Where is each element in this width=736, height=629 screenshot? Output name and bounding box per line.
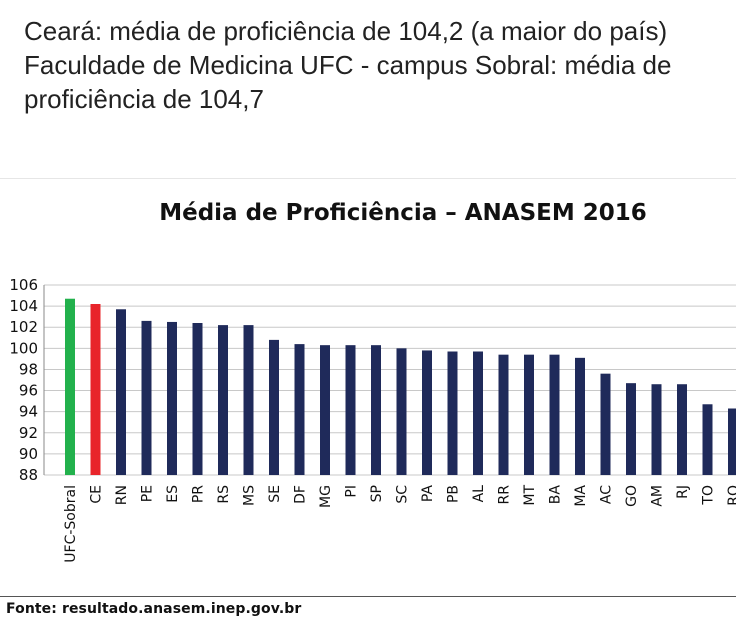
x-tick-label: RN	[114, 485, 130, 505]
bar-ac	[600, 373, 611, 475]
x-axis-ticks: UFC-Sobral CE RN PE ES PR RS MS SE DF MG PI SP SC PA PB…	[63, 485, 736, 563]
chart: Média de Proficiência – ANASEM 2016 88 90…	[9, 200, 736, 563]
x-tick-label: RO	[726, 485, 736, 506]
bar-am	[651, 384, 662, 475]
bar-ro	[728, 408, 736, 475]
bar-rr	[498, 354, 509, 475]
bar-pi	[345, 345, 356, 475]
bar-pb	[447, 351, 458, 475]
bar-ba	[549, 354, 560, 475]
x-tick-label: AL	[471, 485, 487, 503]
y-tick-label: 92	[19, 424, 38, 442]
x-tick-label: MS	[242, 485, 258, 506]
y-axis-ticks: 88 90 92 94 96 98 100 102 104 106	[9, 276, 38, 484]
x-tick-label: PI	[344, 485, 360, 498]
bar-ce	[90, 304, 101, 475]
y-tick-label: 106	[9, 276, 38, 294]
bars	[65, 298, 736, 475]
x-tick-label: SP	[369, 485, 385, 502]
bar-pa	[422, 350, 432, 475]
x-tick-label: RR	[497, 485, 513, 505]
y-tick-label: 102	[9, 318, 38, 336]
x-tick-label: UFC-Sobral	[63, 485, 79, 563]
x-tick-label: SC	[395, 485, 411, 504]
bar-al	[473, 351, 483, 475]
x-tick-label: TO	[701, 485, 717, 506]
y-tick-label: 100	[9, 339, 38, 357]
post-line-ceara: Ceará: média de proficiência de 104,2 (a…	[24, 16, 668, 46]
x-tick-label: PA	[420, 485, 436, 503]
y-tick-label: 88	[19, 466, 38, 484]
bar-df	[294, 344, 305, 475]
x-tick-label: MG	[318, 485, 334, 508]
y-tick-label: 94	[19, 403, 38, 421]
post-line-ufc-sobral: Faculdade de Medicina UFC - campus Sobra…	[24, 50, 672, 114]
x-tick-label: PE	[140, 485, 156, 502]
bar-ma	[575, 357, 585, 475]
grid	[43, 284, 736, 476]
bar-rs	[218, 325, 228, 475]
bar-es	[167, 321, 177, 475]
y-tick-label: 96	[19, 382, 38, 400]
bar-se	[269, 339, 279, 475]
bar-rj	[677, 384, 687, 475]
bar-go	[626, 383, 636, 475]
source-text: Fonte: resultado.anasem.inep.gov.br	[6, 601, 302, 617]
y-tick-label: 90	[19, 445, 38, 463]
x-tick-label: AC	[599, 485, 615, 504]
divider	[0, 178, 736, 179]
x-tick-label: SE	[267, 485, 283, 503]
bar-rn	[116, 309, 126, 475]
y-tick-label: 104	[9, 297, 38, 315]
bar-ms	[243, 325, 254, 475]
bar-mg	[320, 345, 330, 475]
bar-sc	[396, 348, 407, 475]
x-tick-label: GO	[624, 485, 640, 507]
bar-pe	[141, 320, 152, 475]
x-tick-label: PR	[191, 485, 207, 503]
y-tick-label: 98	[19, 360, 38, 378]
x-tick-label: MA	[573, 485, 589, 507]
x-tick-label: RS	[216, 485, 232, 504]
x-tick-label: CE	[89, 485, 105, 504]
bar-to	[702, 404, 713, 475]
x-tick-label: MT	[522, 485, 538, 506]
bar-mt	[524, 354, 534, 475]
post-text: Ceará: média de proficiência de 104,2 (a…	[24, 14, 724, 116]
x-tick-label: AM	[650, 485, 666, 507]
x-tick-label: BA	[548, 485, 564, 505]
x-tick-label: ES	[165, 485, 181, 503]
bar-pr	[192, 323, 203, 475]
x-tick-label: DF	[293, 485, 309, 504]
source-divider	[0, 596, 736, 597]
bar-ufc-sobral	[65, 298, 75, 475]
chart-title: Média de Proficiência – ANASEM 2016	[159, 200, 647, 226]
bar-sp	[371, 345, 381, 475]
x-tick-label: PB	[446, 485, 462, 503]
x-tick-label: RJ	[675, 485, 691, 499]
